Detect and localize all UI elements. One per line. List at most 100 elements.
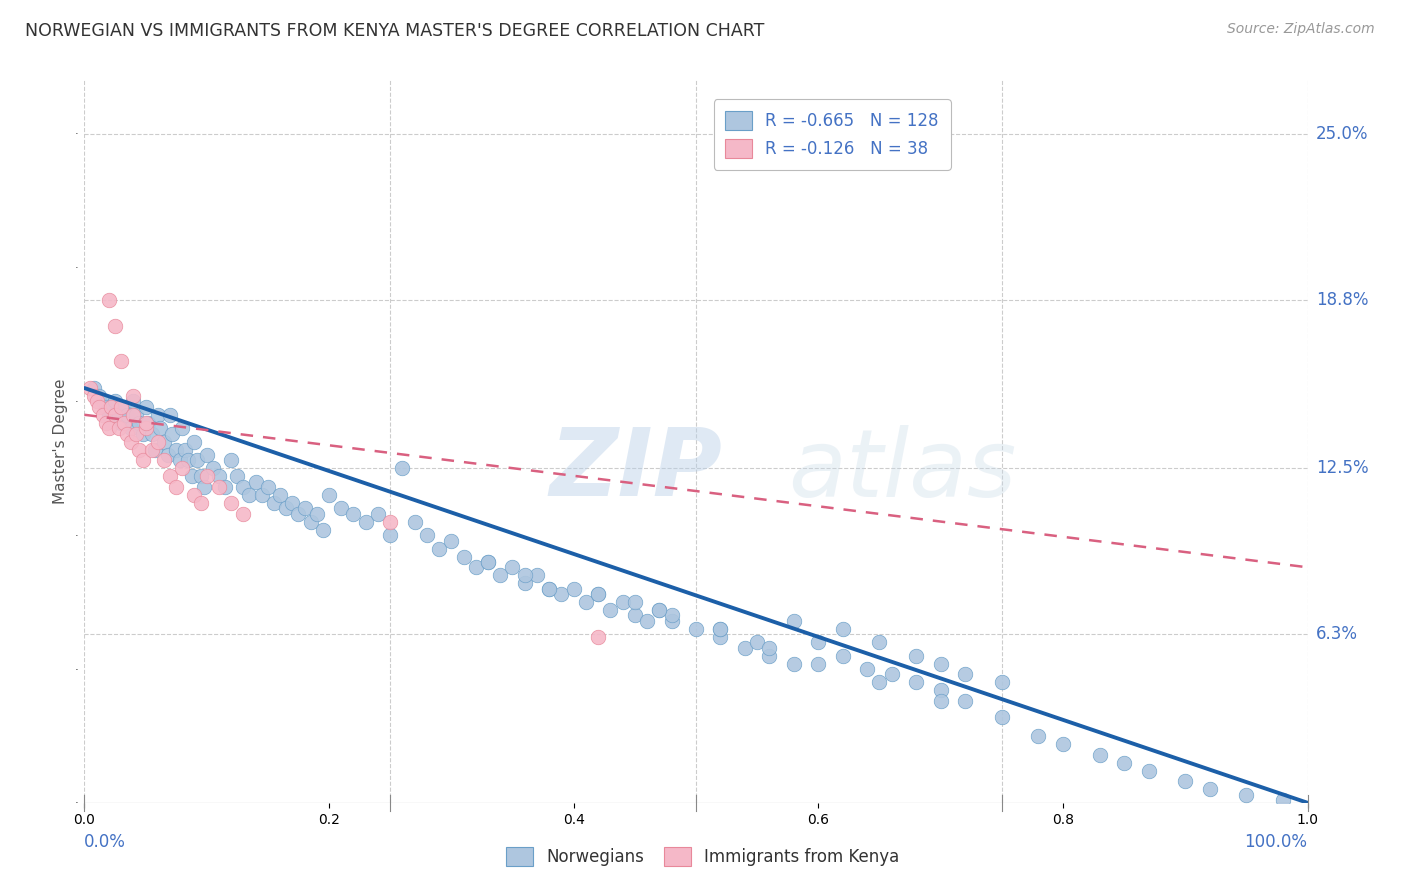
Point [612,595,634,609]
Point [136,416,159,430]
Point [380,515,402,529]
Point [276,501,298,516]
Point [905,675,928,690]
Point [115,426,138,441]
Y-axis label: Master's Degree: Master's Degree [53,379,67,504]
Point [86,394,108,409]
Point [709,622,731,636]
Point [513,576,536,591]
Point [263,496,285,510]
Text: ZIP: ZIP [550,425,723,516]
Point [245,475,267,489]
Point [929,694,952,708]
Point [141,426,163,441]
Point [1088,747,1111,762]
Point [1236,788,1258,802]
Point [226,469,249,483]
Point [318,488,340,502]
Text: 25.0%: 25.0% [1316,125,1368,143]
Point [330,501,353,516]
Point [709,630,731,644]
Point [869,675,891,690]
Point [257,480,280,494]
Point [125,426,148,441]
Text: NORWEGIAN VS IMMIGRANTS FROM KENYA MASTER'S DEGREE CORRELATION CHART: NORWEGIAN VS IMMIGRANTS FROM KENYA MASTE… [25,22,765,40]
Point [1198,782,1220,797]
Point [169,453,191,467]
Point [758,640,780,655]
Point [214,480,236,494]
Point [550,587,572,601]
Point [427,541,450,556]
Point [807,657,830,671]
Point [312,523,335,537]
Point [1052,737,1074,751]
Point [929,683,952,698]
Point [153,453,176,467]
Point [747,635,769,649]
Point [831,648,853,663]
Point [201,461,224,475]
Text: 6.3%: 6.3% [1316,625,1358,643]
Point [1272,793,1295,807]
Point [599,603,621,617]
Point [128,442,150,457]
Point [165,480,187,494]
Point [96,400,118,414]
Point [783,657,806,671]
Point [172,461,194,475]
Point [208,469,231,483]
Point [135,416,157,430]
Point [146,434,169,449]
Point [869,635,891,649]
Point [783,614,806,628]
Point [586,587,609,601]
Point [186,453,208,467]
Point [342,507,364,521]
Point [183,488,205,502]
Point [250,488,273,502]
Point [120,434,142,449]
Point [538,582,561,596]
Point [354,515,377,529]
Point [177,453,200,467]
Point [281,496,304,510]
Point [110,354,132,368]
Point [97,408,120,422]
Point [1028,729,1050,743]
Point [624,608,647,623]
Legend: R = -0.665   N = 128, R = -0.126   N = 38: R = -0.665 N = 128, R = -0.126 N = 38 [714,99,950,169]
Point [929,657,952,671]
Text: Source: ZipAtlas.com: Source: ZipAtlas.com [1227,22,1375,37]
Point [96,416,118,430]
Point [502,560,524,574]
Point [193,480,215,494]
Point [190,496,212,510]
Point [91,394,114,409]
Point [107,421,129,435]
Point [83,381,105,395]
Point [367,507,389,521]
Point [294,501,316,516]
Point [141,442,163,457]
Point [477,555,499,569]
Point [477,555,499,569]
Point [831,622,853,636]
Point [880,667,903,681]
Point [453,549,475,564]
Point [232,507,254,521]
Point [172,421,194,435]
Point [122,394,145,409]
Point [156,448,179,462]
Point [162,426,184,441]
Point [575,595,598,609]
Point [526,568,548,582]
Point [709,622,731,636]
Point [380,528,402,542]
Point [135,421,157,435]
Point [489,568,512,582]
Point [125,408,148,422]
Point [159,408,181,422]
Point [513,568,536,582]
Point [648,603,671,617]
